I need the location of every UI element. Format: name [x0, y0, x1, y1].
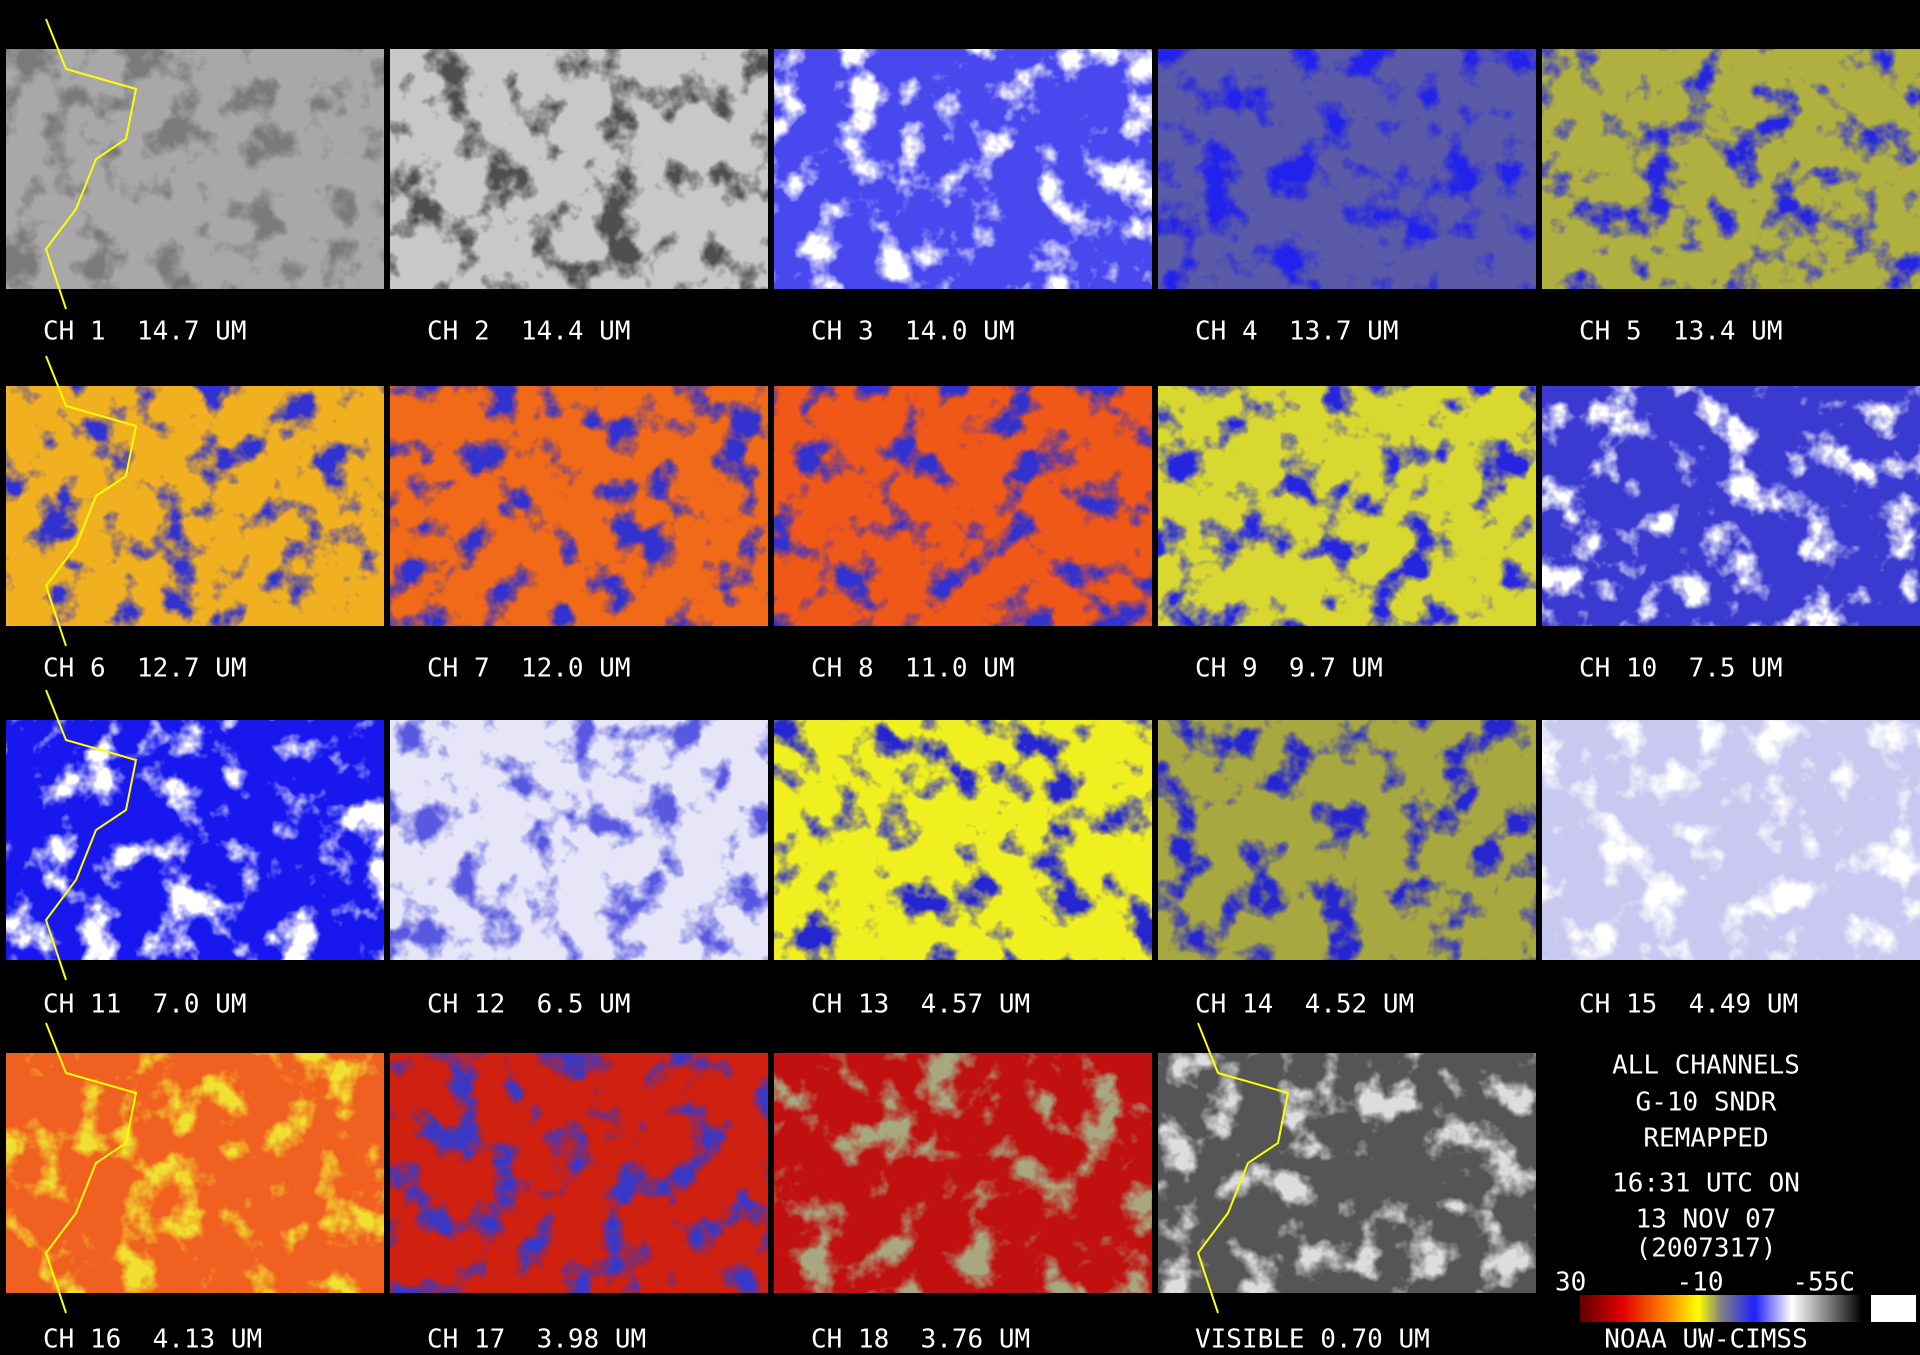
info-line: (2007317) [1636, 1234, 1777, 1264]
satellite-panel [1158, 1023, 1536, 1313]
cloud-layer [1158, 49, 1536, 289]
cloud-layer [390, 49, 768, 289]
satellite-panel [6, 690, 384, 980]
satellite-panel [1542, 720, 1920, 960]
colorbar-label: 30 [1555, 1268, 1586, 1298]
panel-label: CH 10 7.5 UM [1579, 654, 1783, 684]
satellite-panel [1158, 49, 1536, 289]
satellite-panel [390, 1053, 768, 1293]
cloud-layer [774, 386, 1152, 626]
satellite-panel [1158, 386, 1536, 626]
satellite-panel [1158, 720, 1536, 960]
satellite-panel [1542, 49, 1920, 289]
panel-label: CH 12 6.5 UM [427, 990, 631, 1020]
panel-label: CH 9 9.7 UM [1195, 654, 1383, 684]
panel-label: CH 7 12.0 UM [427, 654, 631, 684]
colorbar-label: -55C [1792, 1268, 1855, 1298]
cloud-layer [390, 1053, 768, 1293]
satellite-panel [6, 19, 384, 309]
satellite-panel [390, 386, 768, 626]
page: 30 -10 -55C NOAA UW-CIMSS CH 1 14.7 UM CH… [0, 0, 1920, 1355]
satellite-panel [390, 49, 768, 289]
panel-label: CH 2 14.4 UM [427, 317, 631, 347]
colorbar [1580, 1295, 1862, 1322]
panel-label: CH 3 14.0 UM [811, 317, 1015, 347]
panel-label: CH 18 3.76 UM [811, 1325, 1030, 1355]
panel-label: CH 14 4.52 UM [1195, 990, 1414, 1020]
panel-label: CH 11 7.0 UM [43, 990, 247, 1020]
panel-label: CH 17 3.98 UM [427, 1325, 646, 1355]
cloud-layer [774, 49, 1152, 289]
cloud-layer [1542, 720, 1920, 960]
cloud-layer [1158, 386, 1536, 626]
info-line: REMAPPED [1643, 1124, 1768, 1154]
cloud-layer [1158, 720, 1536, 960]
colorbar-white [1871, 1295, 1916, 1322]
satellite-panel [774, 386, 1152, 626]
mosaic: 30 -10 -55C NOAA UW-CIMSS CH 1 14.7 UM CH… [0, 0, 1920, 1355]
cloud-layer [6, 49, 384, 289]
colorbar-label: -10 [1677, 1268, 1724, 1298]
info-line: 13 NOV 07 [1636, 1205, 1777, 1235]
satellite-panel [1542, 386, 1920, 626]
panel-label: CH 8 11.0 UM [811, 654, 1015, 684]
cloud-layer [1542, 386, 1920, 626]
panel-label: VISIBLE 0.70 UM [1195, 1325, 1430, 1355]
panel-label: CH 16 4.13 UM [43, 1325, 262, 1355]
info-line: G-10 SNDR [1636, 1088, 1777, 1118]
satellite-panel [6, 1023, 384, 1313]
panel-label: CH 5 13.4 UM [1579, 317, 1783, 347]
cloud-layer [6, 386, 384, 626]
satellite-panel [6, 356, 384, 646]
cloud-layer [774, 720, 1152, 960]
panel-label: CH 15 4.49 UM [1579, 990, 1798, 1020]
cloud-layer [390, 386, 768, 626]
panel-label: CH 13 4.57 UM [811, 990, 1030, 1020]
panel-label: CH 6 12.7 UM [43, 654, 247, 684]
satellite-panel [774, 720, 1152, 960]
cloud-layer [6, 1053, 384, 1293]
info-line: ALL CHANNELS [1612, 1051, 1800, 1081]
cloud-layer [1542, 49, 1920, 289]
cloud-layer [6, 720, 384, 960]
cloud-layer [1158, 1053, 1536, 1293]
satellite-panel [774, 49, 1152, 289]
info-line: 16:31 UTC ON [1612, 1169, 1800, 1199]
panel-label: CH 4 13.7 UM [1195, 317, 1399, 347]
panel-label: CH 1 14.7 UM [43, 317, 247, 347]
credit: NOAA UW-CIMSS [1604, 1325, 1808, 1355]
satellite-panel [774, 1053, 1152, 1293]
cloud-layer [774, 1053, 1152, 1293]
satellite-panel [390, 720, 768, 960]
cloud-layer [390, 720, 768, 960]
